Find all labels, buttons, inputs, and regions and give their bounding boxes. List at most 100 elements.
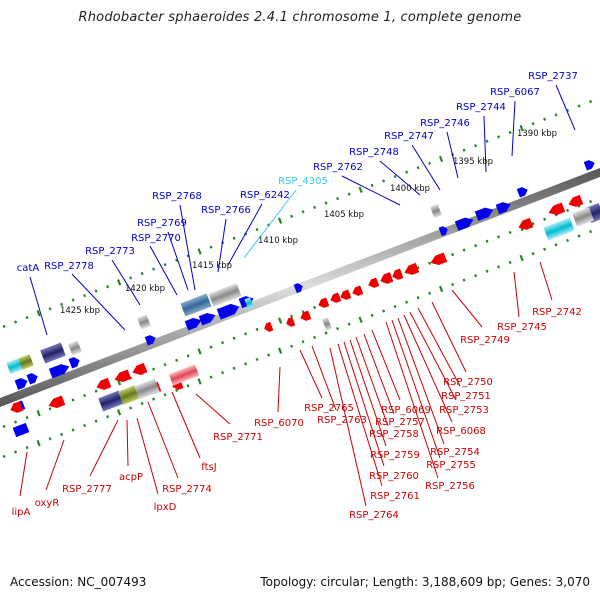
leader-line bbox=[539, 261, 553, 301]
minor-tick bbox=[508, 260, 512, 265]
forward-gene-arrow bbox=[516, 187, 528, 198]
gene-label-rsp_2742: RSP_2742 bbox=[532, 307, 582, 318]
minor-tick bbox=[474, 244, 478, 248]
minor-tick bbox=[232, 336, 236, 340]
minor-tick bbox=[106, 415, 110, 419]
reverse-gene-arrow bbox=[352, 285, 364, 296]
reverse-gene-arrow bbox=[330, 292, 342, 303]
major-tick bbox=[116, 279, 122, 286]
minor-tick bbox=[301, 340, 305, 344]
gene-label-rsp_2747: RSP_2747 bbox=[384, 131, 434, 142]
scale-label: 1425 kbp bbox=[60, 306, 100, 316]
leader-line bbox=[385, 321, 439, 479]
minor-tick bbox=[48, 437, 52, 441]
gene-label-rsp_2746: RSP_2746 bbox=[420, 118, 470, 129]
minor-tick bbox=[428, 261, 432, 265]
minor-tick bbox=[428, 161, 432, 165]
reverse-gene-arrow bbox=[48, 395, 66, 409]
homology-block bbox=[118, 385, 140, 405]
forward-gene-arrow bbox=[48, 364, 70, 379]
minor-tick bbox=[370, 313, 374, 317]
minor-tick bbox=[221, 341, 225, 345]
leader-line bbox=[329, 347, 367, 507]
leader-line bbox=[71, 273, 126, 331]
minor-tick bbox=[209, 245, 213, 249]
minor-tick bbox=[497, 235, 501, 239]
minor-tick bbox=[255, 357, 259, 362]
major-tick bbox=[519, 254, 524, 262]
homology-block bbox=[168, 364, 200, 386]
major-tick bbox=[438, 155, 444, 163]
minor-tick bbox=[382, 309, 386, 313]
minor-tick bbox=[497, 135, 501, 139]
scale-label: 1395 kbp bbox=[453, 157, 493, 167]
leader-line bbox=[363, 333, 395, 415]
gene-label-rsp_2777: RSP_2777 bbox=[62, 484, 112, 495]
minor-tick bbox=[589, 229, 593, 234]
minor-tick bbox=[382, 179, 386, 183]
forward-gene-arrow bbox=[198, 312, 216, 326]
minor-tick bbox=[71, 398, 75, 402]
gene-label-oxyr: oxyR bbox=[35, 498, 60, 509]
gene-label-rsp_2773: RSP_2773 bbox=[85, 246, 135, 257]
scale-label: 1420 kbp bbox=[125, 284, 165, 294]
major-tick bbox=[197, 378, 202, 385]
homology-block bbox=[244, 297, 254, 309]
reverse-gene-arrow bbox=[392, 268, 404, 280]
minor-tick bbox=[474, 144, 478, 148]
minor-tick bbox=[313, 335, 317, 340]
gene-label-rsp_2745: RSP_2745 bbox=[497, 322, 547, 333]
gene-label-rsp_2760: RSP_2760 bbox=[369, 471, 419, 482]
scale-label: 1390 kbp bbox=[517, 129, 557, 139]
leader-line bbox=[431, 301, 467, 373]
gene-label-rsp_2770: RSP_2770 bbox=[131, 233, 181, 244]
forward-gene-arrow bbox=[495, 202, 511, 215]
scale-label: 1410 kbp bbox=[258, 236, 298, 246]
major-tick bbox=[36, 410, 41, 417]
leader-line bbox=[343, 341, 385, 467]
reverse-gene-arrow bbox=[10, 401, 24, 413]
minor-tick bbox=[186, 354, 190, 358]
minor-tick bbox=[485, 269, 489, 273]
minor-tick bbox=[577, 234, 581, 238]
leader-line bbox=[409, 311, 457, 401]
leader-line bbox=[355, 336, 389, 427]
minor-tick bbox=[554, 243, 558, 247]
leader-line bbox=[171, 391, 201, 459]
leader-line bbox=[337, 343, 383, 487]
minor-tick bbox=[428, 291, 432, 295]
forward-gene-arrow bbox=[14, 378, 28, 390]
reverse-gene-arrow bbox=[368, 277, 380, 288]
scale-labels: 1390 kbp 1395 kbp 1400 kbp 1405 kbp 1410 kbp… bbox=[60, 129, 557, 316]
gene-label-lpxd: lpxD bbox=[154, 502, 177, 513]
minor-tick bbox=[508, 230, 512, 235]
gene-label-rsp_2758: RSP_2758 bbox=[369, 429, 419, 440]
leader-line bbox=[483, 115, 487, 173]
minor-tick bbox=[451, 252, 455, 257]
gene-label-rsp_6242: RSP_6242 bbox=[240, 190, 290, 201]
gene-label-rsp_2737: RSP_2737 bbox=[528, 71, 578, 82]
gene-label-rsp_2766: RSP_2766 bbox=[201, 205, 251, 216]
minor-tick bbox=[290, 314, 294, 318]
minor-tick bbox=[508, 130, 512, 135]
major-tick bbox=[358, 316, 363, 323]
gene-label-rsp_2757: RSP_2757 bbox=[375, 417, 425, 428]
reverse-gene-arrow bbox=[548, 202, 566, 216]
leader-line bbox=[391, 319, 441, 459]
minor-tick bbox=[14, 320, 18, 324]
gene-label-rsp_2753: RSP_2753 bbox=[439, 405, 489, 416]
leader-line bbox=[451, 289, 483, 328]
gene-label-rsp_2774: RSP_2774 bbox=[162, 484, 212, 495]
minor-tick bbox=[175, 358, 179, 362]
minor-tick bbox=[2, 454, 6, 459]
homology-block bbox=[208, 283, 242, 307]
minor-tick bbox=[129, 276, 133, 280]
gene-label-lipa: lipA bbox=[12, 507, 31, 518]
leader-line bbox=[417, 307, 461, 387]
minor-tick bbox=[152, 367, 156, 371]
leader-line bbox=[227, 203, 263, 266]
minor-tick bbox=[163, 363, 167, 367]
forward-gene-arrow bbox=[184, 317, 202, 331]
minor-tick bbox=[543, 217, 547, 221]
minor-tick bbox=[313, 305, 317, 310]
